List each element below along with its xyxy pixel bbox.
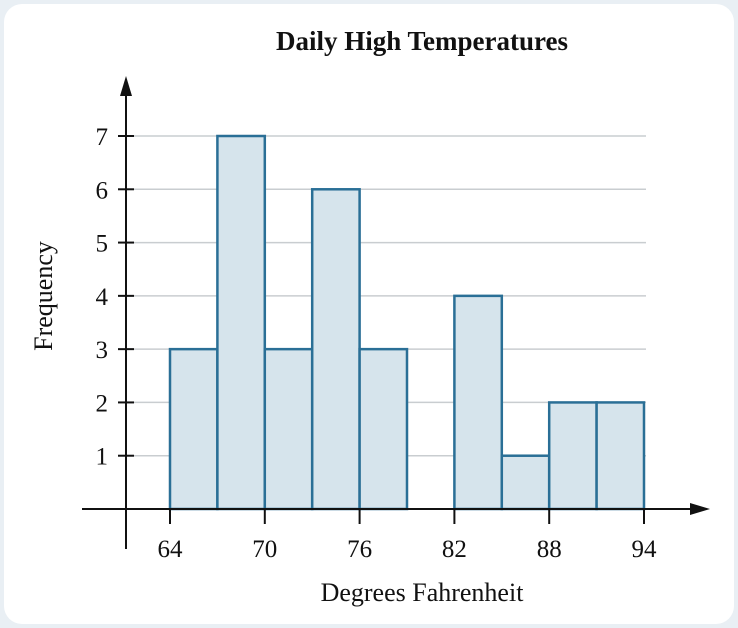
histogram-bar: [358, 347, 409, 511]
x-tick-label: 70: [252, 536, 277, 563]
histogram-bar: [263, 347, 314, 511]
histogram-bar: [547, 401, 598, 511]
histogram-bar: [453, 294, 504, 511]
histogram-bar: [500, 454, 551, 511]
x-tick-label: 94: [632, 536, 658, 563]
y-tick-label: 7: [96, 124, 109, 151]
y-tick-labels: 1 2 3 4 5 6 7: [96, 124, 109, 471]
y-tick-label: 1: [96, 444, 109, 471]
x-axis-arrow-icon: [690, 503, 710, 515]
y-axis-label: Frequency: [29, 241, 58, 351]
y-axis-arrow-icon: [120, 76, 132, 96]
x-tick-label: 64: [158, 536, 184, 563]
histogram-chart: 1 2 3 4 5 6 7 64 70 76 82 88 94 Daily High Temperat…: [29, 26, 710, 607]
y-tick-label: 6: [96, 177, 109, 204]
histogram-bar: [216, 134, 267, 511]
y-tick-label: 5: [96, 231, 109, 258]
y-tick-label: 4: [96, 284, 109, 311]
y-tick-label: 2: [96, 390, 109, 417]
chart-title: Daily High Temperatures: [276, 26, 568, 56]
x-tick-labels: 64 70 76 82 88 94: [158, 536, 658, 563]
x-tick-label: 82: [442, 536, 467, 563]
y-tick-label: 3: [96, 337, 109, 364]
chart-card: 1 2 3 4 5 6 7 64 70 76 82 88 94 Daily High Temperat…: [4, 4, 734, 624]
histogram-bars: [168, 134, 646, 511]
x-axis-label: Degrees Fahrenheit: [321, 578, 525, 607]
x-tick-label: 88: [537, 536, 562, 563]
histogram-bar: [595, 401, 646, 511]
x-tick-label: 76: [347, 536, 372, 563]
axes: [82, 76, 710, 549]
histogram-bar: [310, 188, 361, 511]
histogram-bar: [168, 347, 219, 511]
